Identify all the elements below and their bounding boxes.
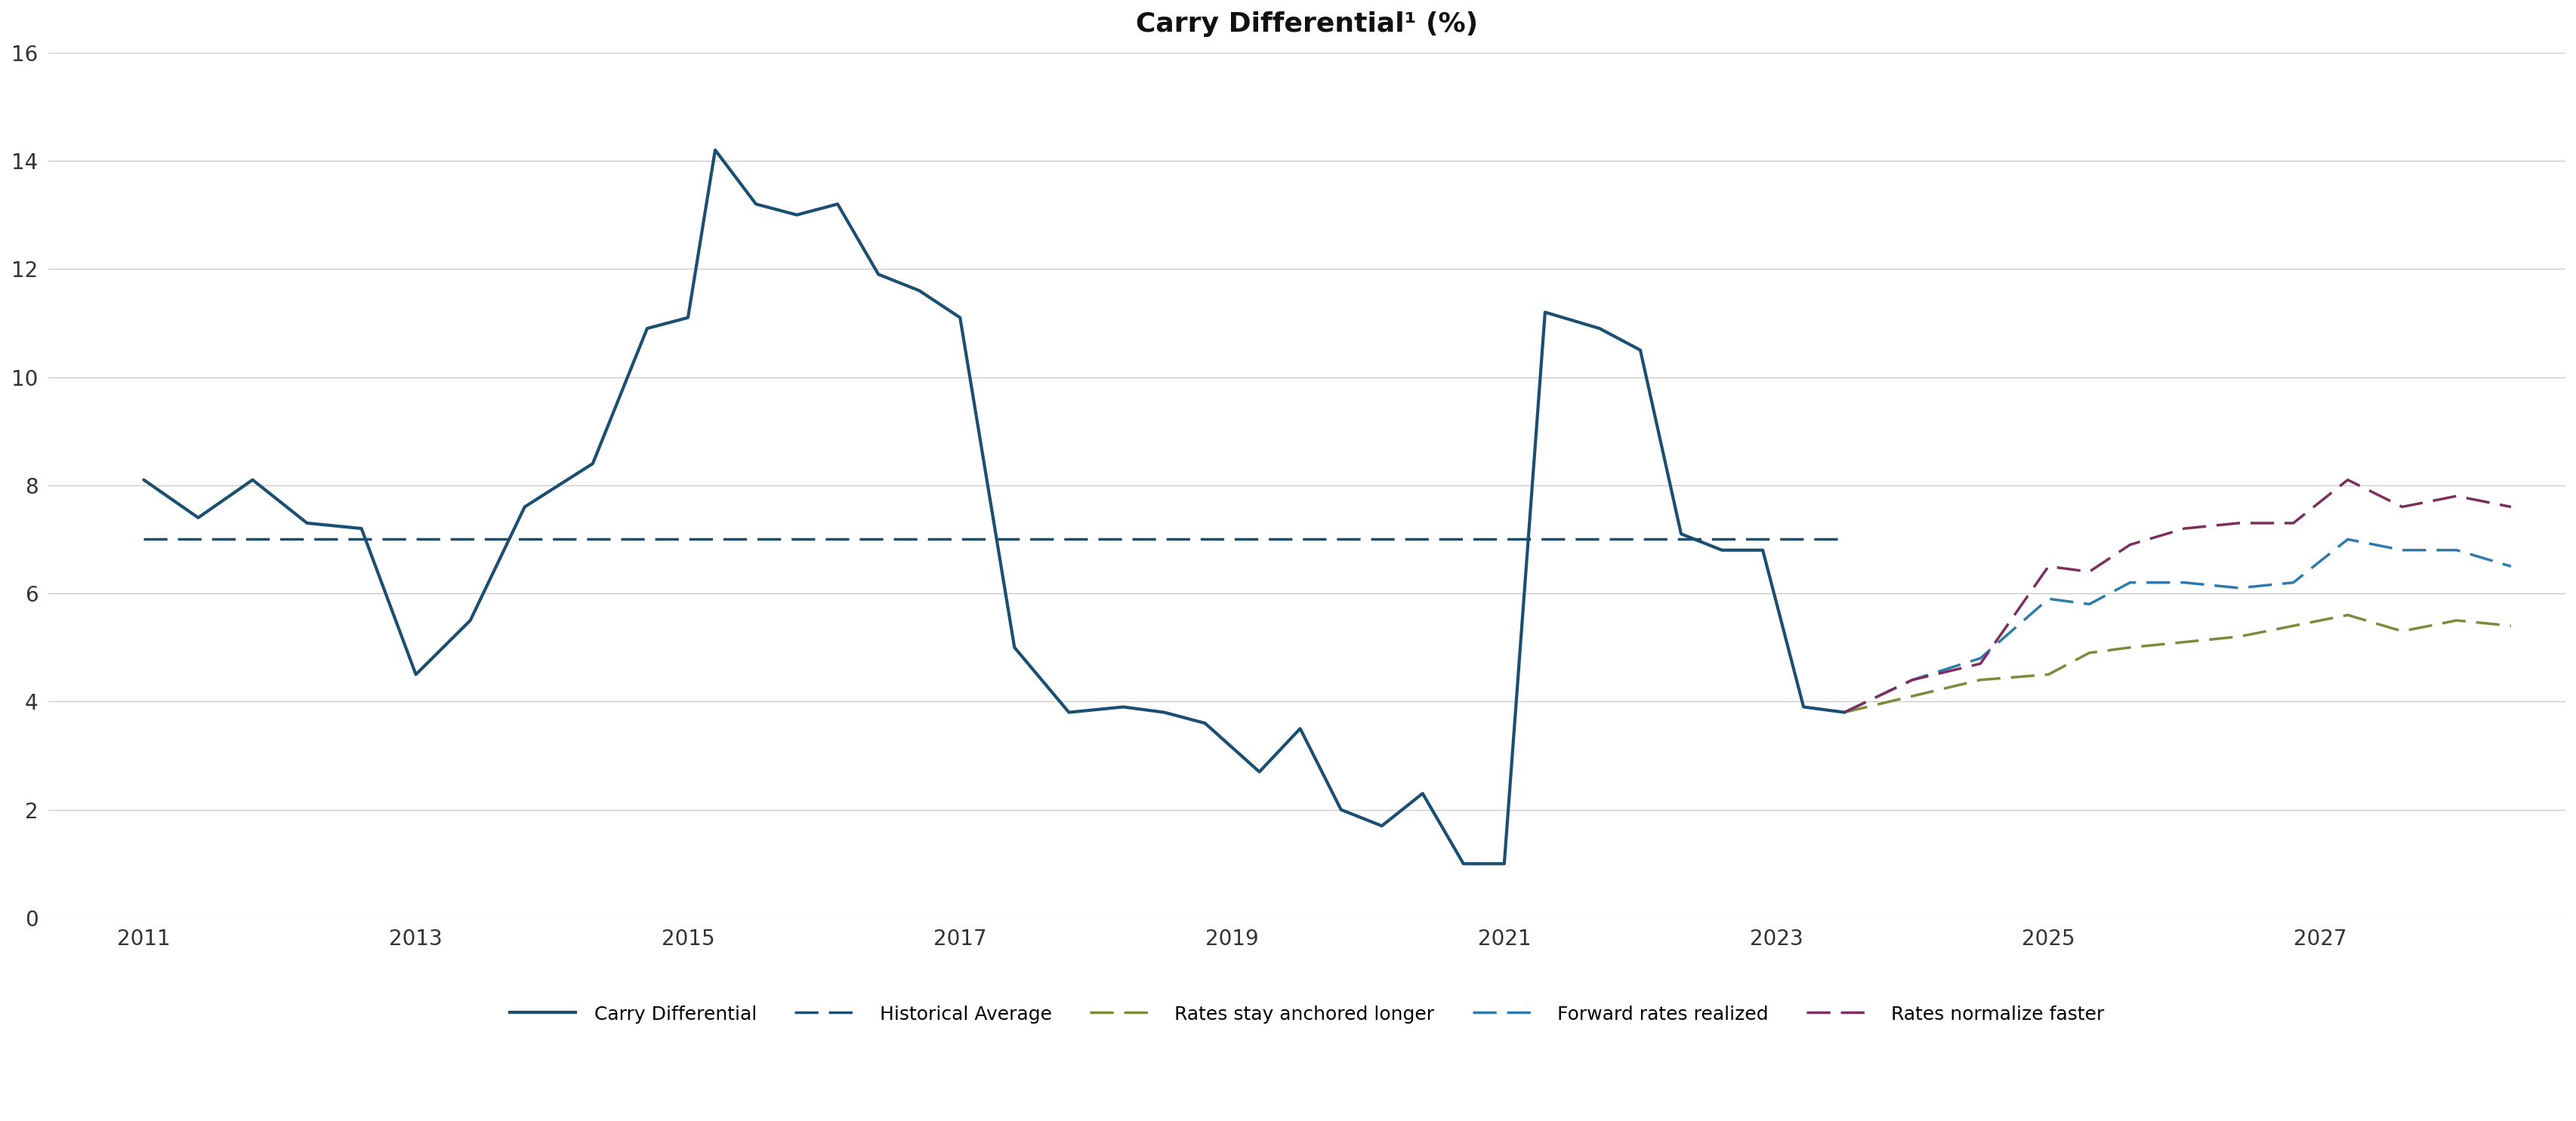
Title: Carry Differential¹ (%): Carry Differential¹ (%) (1136, 11, 1479, 37)
Legend: Carry Differential, Historical Average, Rates stay anchored longer, Forward rate: Carry Differential, Historical Average, … (502, 997, 2112, 1031)
